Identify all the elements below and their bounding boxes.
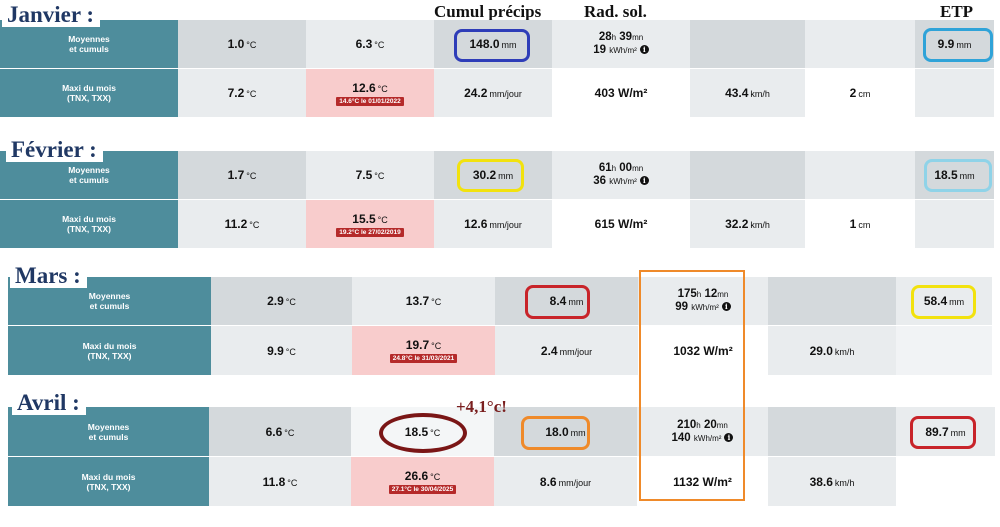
row-label-maxi: Maxi du mois (TNX, TXX) (8, 457, 209, 507)
temperature-delta-annotation: +4,1°c! (456, 397, 507, 416)
cell-tnx: 7.2 °C (178, 69, 306, 118)
record-note: 19.2°C le 27/02/2019 (336, 227, 404, 237)
header-rad-sol: Rad. sol. (584, 2, 647, 21)
cell-empty (690, 151, 805, 200)
cell-max-rad: 1032 W/m² (638, 326, 768, 376)
cell-tmin: 2.9 °C (211, 277, 352, 326)
cell-max-precip: 12.6 mm/jour (434, 200, 552, 249)
cell-tnx: 9.9 °C (211, 326, 352, 376)
month-block-janvier: Moyennes et cumuls 1.0 °C 6.3 °C 148.0 mm 28… (0, 0, 1000, 120)
cell-empty (896, 457, 995, 507)
cell-empty (915, 200, 994, 249)
month-title-avril: Avril : (12, 390, 86, 415)
cell-sunshine: 175h 12mn 99 kWh/m² i (638, 277, 768, 326)
cell-txx: 26.6 °C 27.1°C le 30/04/2025 (351, 457, 494, 507)
cell-snow: 1 cm (805, 200, 915, 249)
info-icon[interactable]: i (639, 176, 649, 186)
highlight-ring-blue (454, 29, 530, 62)
month-title-mars: Mars : (10, 263, 87, 288)
cell-max-wind: 38.6 km/h (768, 457, 896, 507)
cell-empty (805, 20, 915, 69)
info-icon[interactable]: i (639, 45, 649, 55)
info-icon[interactable]: i (724, 432, 734, 442)
record-note: 24.8°C le 31/03/2021 (389, 354, 458, 363)
cell-empty (768, 277, 896, 326)
cell-sunshine: 61h 00mn 36 kWh/m² i (552, 151, 690, 200)
cell-precip: 18.0 mm (494, 407, 637, 457)
month-title-janvier: Janvier : (2, 2, 101, 27)
row-label-maxi: Maxi du mois (TNX, TXX) (0, 200, 178, 249)
cell-max-rad: 1132 W/m² (637, 457, 768, 507)
cell-max-wind: 29.0 km/h (768, 326, 896, 376)
cell-empty (768, 407, 896, 457)
table-row-moyennes: Moyennes et cumuls 1.0 °C 6.3 °C 148.0 mm 28… (0, 20, 994, 69)
cell-empty (896, 326, 992, 376)
cell-sunshine: 28h 39mn 19 kWh/m² i (552, 20, 690, 69)
cell-tmin: 1.7 °C (178, 151, 306, 200)
cell-empty (690, 20, 805, 69)
cell-tnx: 11.2 °C (178, 200, 306, 249)
highlight-box-orange-sunshine (639, 270, 745, 501)
row-label-maxi: Maxi du mois (TNX, TXX) (8, 326, 211, 376)
cell-txx: 12.6 °C 14.6°C le 01/01/2022 (306, 69, 434, 118)
highlight-ring-red (525, 285, 590, 319)
cell-max-rad: 403 W/m² (552, 69, 690, 118)
highlight-ring-cyan (923, 28, 993, 62)
table-row-maxi: Maxi du mois (TNX, TXX) 9.9 °C 19.7 °C 24.8°… (8, 326, 992, 376)
cell-empty (915, 69, 994, 118)
cell-max-precip: 8.6 mm/jour (494, 457, 637, 507)
cell-max-rad: 615 W/m² (552, 200, 690, 249)
record-note: 14.6°C le 01/01/2022 (336, 96, 404, 106)
cell-max-precip: 2.4 mm/jour (495, 326, 638, 376)
cell-tmax: 6.3 °C (306, 20, 434, 69)
record-note: 27.1°C le 30/04/2025 (388, 485, 457, 494)
highlight-ring-yellow (911, 285, 976, 319)
cell-max-precip: 24.2 mm/jour (434, 69, 552, 118)
cell-tmax: 13.7 °C (352, 277, 495, 326)
cell-snow: 2 cm (805, 69, 915, 118)
cell-max-wind: 32.2 km/h (690, 200, 805, 249)
cell-sunshine: 210h 20mn 140 kWh/m² i (637, 407, 768, 457)
row-label-moyennes: Moyennes et cumuls (8, 407, 209, 457)
highlight-ring-yellow (457, 159, 524, 192)
table-row-maxi: Maxi du mois (TNX, TXX) 11.2 °C 15.5 °C 19.2… (0, 200, 994, 249)
cell-txx: 15.5 °C 19.2°C le 27/02/2019 (306, 200, 434, 249)
cell-tmin: 6.6 °C (209, 407, 351, 457)
highlight-ring-maroon-oval (379, 413, 467, 453)
cell-max-wind: 43.4 km/h (690, 69, 805, 118)
header-cumul-precips: Cumul précips (434, 2, 542, 21)
highlight-ring-lightblue (924, 159, 992, 192)
cell-tnx: 11.8 °C (209, 457, 351, 507)
cell-tmin: 1.0 °C (178, 20, 306, 69)
table-row-maxi: Maxi du mois (TNX, TXX) 11.8 °C 26.6 °C 27.1… (8, 457, 995, 507)
cell-txx: 19.7 °C 24.8°C le 31/03/2021 (352, 326, 495, 376)
highlight-ring-red (910, 416, 976, 449)
row-label-maxi: Maxi du mois (TNX, TXX) (0, 69, 178, 118)
cell-tmax: 7.5 °C (306, 151, 434, 200)
info-icon[interactable]: i (721, 302, 731, 312)
row-label-moyennes: Moyennes et cumuls (8, 277, 211, 326)
cell-empty (805, 151, 915, 200)
highlight-ring-orange (521, 416, 590, 450)
row-label-moyennes: Moyennes et cumuls (0, 20, 178, 69)
header-etp: ETP (940, 2, 974, 21)
month-title-fevrier: Février : (6, 137, 103, 162)
table-row-maxi: Maxi du mois (TNX, TXX) 7.2 °C 12.6 °C 14.6°… (0, 69, 994, 118)
